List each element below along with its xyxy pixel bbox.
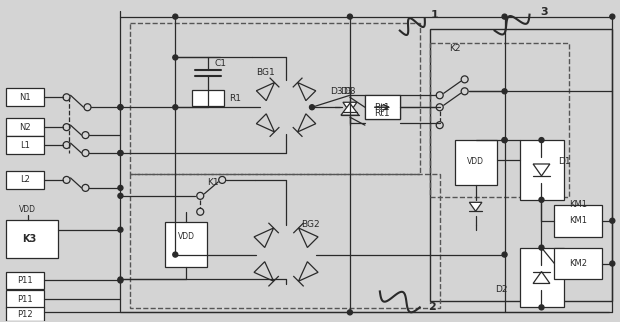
Text: Rt1: Rt1 bbox=[374, 109, 389, 118]
Text: R1: R1 bbox=[229, 94, 241, 103]
Circle shape bbox=[173, 55, 178, 60]
Bar bbox=[6, 271, 43, 289]
Polygon shape bbox=[533, 271, 550, 283]
Bar bbox=[430, 29, 613, 301]
Circle shape bbox=[118, 277, 123, 282]
Text: D2: D2 bbox=[495, 285, 508, 294]
Circle shape bbox=[118, 278, 123, 283]
Bar bbox=[454, 140, 497, 185]
Text: P11: P11 bbox=[17, 295, 32, 304]
Bar bbox=[554, 248, 603, 279]
Circle shape bbox=[118, 151, 123, 156]
Circle shape bbox=[309, 105, 314, 110]
Text: K3: K3 bbox=[22, 234, 37, 244]
Bar bbox=[365, 95, 400, 119]
Bar bbox=[166, 222, 207, 267]
Text: VDD: VDD bbox=[19, 205, 36, 214]
Bar bbox=[520, 140, 564, 200]
Bar bbox=[6, 220, 58, 258]
Bar bbox=[130, 23, 420, 174]
Circle shape bbox=[539, 305, 544, 310]
Polygon shape bbox=[469, 202, 482, 211]
Text: L2: L2 bbox=[20, 175, 30, 185]
Bar bbox=[6, 136, 43, 154]
Text: 1: 1 bbox=[431, 10, 438, 20]
Circle shape bbox=[118, 185, 123, 190]
Text: VDD: VDD bbox=[178, 232, 195, 241]
Circle shape bbox=[610, 218, 615, 223]
Circle shape bbox=[118, 151, 123, 156]
Circle shape bbox=[502, 252, 507, 257]
Text: N2: N2 bbox=[19, 123, 30, 132]
Circle shape bbox=[539, 137, 544, 143]
Text: D1: D1 bbox=[558, 157, 571, 166]
Circle shape bbox=[539, 245, 544, 250]
Circle shape bbox=[502, 14, 507, 19]
Text: K2: K2 bbox=[449, 44, 461, 53]
Text: KM1: KM1 bbox=[569, 216, 587, 225]
Bar bbox=[430, 43, 569, 197]
Text: N1: N1 bbox=[19, 93, 30, 102]
Bar bbox=[130, 174, 440, 308]
Circle shape bbox=[347, 310, 352, 315]
Text: BG2: BG2 bbox=[301, 220, 319, 229]
Text: Rt1: Rt1 bbox=[374, 103, 389, 112]
Text: BG1: BG1 bbox=[255, 68, 275, 77]
Bar bbox=[6, 308, 43, 321]
Text: K1: K1 bbox=[208, 178, 219, 187]
Polygon shape bbox=[533, 164, 550, 176]
Polygon shape bbox=[343, 102, 357, 112]
Circle shape bbox=[173, 14, 178, 19]
Text: KM1: KM1 bbox=[569, 200, 587, 209]
Text: P12: P12 bbox=[17, 310, 32, 319]
Text: L1: L1 bbox=[20, 141, 30, 150]
Circle shape bbox=[502, 137, 507, 143]
Text: D3: D3 bbox=[343, 87, 356, 96]
Bar bbox=[365, 95, 400, 119]
Polygon shape bbox=[341, 103, 359, 115]
Circle shape bbox=[118, 105, 123, 110]
Circle shape bbox=[347, 14, 352, 19]
Circle shape bbox=[610, 14, 615, 19]
Text: D3: D3 bbox=[340, 87, 353, 96]
Bar bbox=[6, 88, 43, 106]
Circle shape bbox=[502, 137, 507, 143]
Bar bbox=[554, 205, 603, 237]
Circle shape bbox=[610, 261, 615, 266]
Bar bbox=[6, 118, 43, 136]
Circle shape bbox=[118, 105, 123, 110]
Circle shape bbox=[118, 193, 123, 198]
Text: 3: 3 bbox=[541, 7, 548, 17]
Text: 2: 2 bbox=[428, 302, 436, 312]
Text: D3: D3 bbox=[330, 87, 342, 96]
Bar bbox=[6, 290, 43, 308]
Bar bbox=[6, 171, 43, 189]
Text: VDD: VDD bbox=[467, 157, 484, 166]
Circle shape bbox=[173, 105, 178, 110]
Text: P11: P11 bbox=[17, 276, 32, 285]
Circle shape bbox=[539, 197, 544, 202]
Text: C1: C1 bbox=[214, 59, 226, 68]
Text: KM2: KM2 bbox=[569, 259, 587, 268]
Circle shape bbox=[118, 227, 123, 232]
Circle shape bbox=[502, 89, 507, 94]
Bar bbox=[192, 90, 224, 106]
Circle shape bbox=[173, 252, 178, 257]
Bar bbox=[520, 248, 564, 308]
